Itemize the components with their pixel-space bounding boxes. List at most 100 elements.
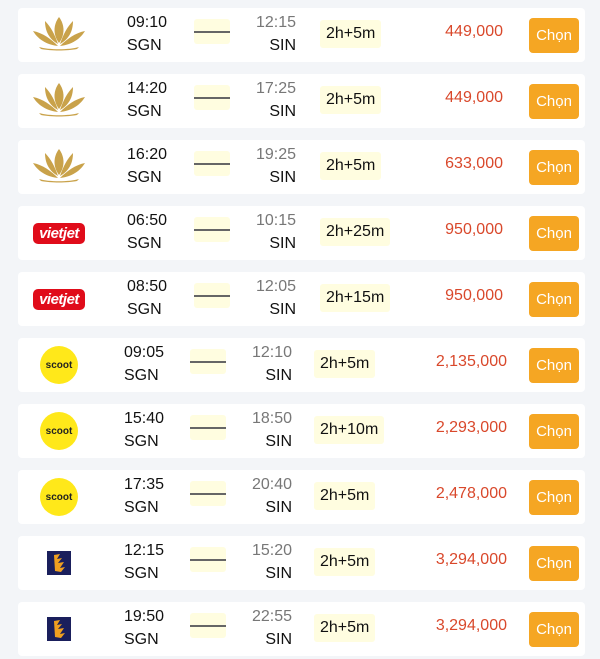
scoot-logo: scoot xyxy=(40,478,78,516)
departure: 15:40 SGN xyxy=(124,407,164,453)
arrival-time: 12:15 xyxy=(255,14,296,31)
flight-row: scoot 17:35 SGN 20:40 SIN 2h+5m 2,478,000 Chọn xyxy=(18,470,585,524)
departure-time: 06:50 xyxy=(127,212,168,229)
airline-logo: vietjet xyxy=(28,206,90,260)
arrival-time: 20:40 xyxy=(251,476,292,493)
duration: 2h+5m xyxy=(314,614,376,642)
price: 950,000 xyxy=(445,221,503,238)
duration: 2h+5m xyxy=(314,482,376,510)
arrival-time: 15:20 xyxy=(251,542,292,559)
airline-logo xyxy=(28,8,90,62)
arrival-airport: SIN xyxy=(269,103,296,120)
departure-airport: SGN xyxy=(124,433,159,450)
departure-airport: SGN xyxy=(127,169,162,186)
duration: 2h+5m xyxy=(320,86,382,114)
arrival-airport: SIN xyxy=(269,37,296,54)
arrival-airport: SIN xyxy=(265,565,292,582)
flight-row: 14:20 SGN 17:25 SIN 2h+5m 449,000 Chọn xyxy=(18,74,585,128)
airline-logo xyxy=(28,74,90,128)
arrival-time: 17:25 xyxy=(255,80,296,97)
departure-airport: SGN xyxy=(124,499,159,516)
departure-airport: SGN xyxy=(127,235,162,252)
route-line-icon xyxy=(194,151,230,176)
select-flight-button[interactable]: Chọn xyxy=(529,612,579,647)
select-flight-button[interactable]: Chọn xyxy=(529,84,579,119)
arrival: 20:40 SIN xyxy=(252,473,292,519)
duration: 2h+5m xyxy=(320,152,382,180)
vietnam-airlines-logo xyxy=(31,81,87,122)
airline-logo xyxy=(28,536,90,590)
departure-time: 14:20 xyxy=(127,80,168,97)
duration: 2h+10m xyxy=(314,416,385,444)
singapore-airlines-logo xyxy=(47,551,71,575)
flight-row: 12:15 SGN 15:20 SIN 2h+5m 3,294,000 Chọn xyxy=(18,536,585,590)
select-flight-button[interactable]: Chọn xyxy=(529,546,579,581)
departure: 06:50 SGN xyxy=(127,209,167,255)
route-line-icon xyxy=(190,547,226,572)
route-line-icon xyxy=(194,217,230,242)
arrival-time: 18:50 xyxy=(251,410,292,427)
price: 3,294,000 xyxy=(435,551,507,568)
airline-logo xyxy=(28,602,90,656)
select-flight-button[interactable]: Chọn xyxy=(529,216,579,251)
select-flight-button[interactable]: Chọn xyxy=(529,480,579,515)
duration: 2h+5m xyxy=(314,350,376,378)
arrival-airport: SIN xyxy=(269,169,296,186)
flight-row: scoot 09:05 SGN 12:10 SIN 2h+5m 2,135,000 Chọn xyxy=(18,338,585,392)
vietjet-logo: vietjet xyxy=(33,288,85,310)
vietnam-airlines-logo xyxy=(31,147,87,188)
select-flight-button[interactable]: Chọn xyxy=(529,282,579,317)
arrival: 19:25 SIN xyxy=(256,143,296,189)
scoot-logo: scoot xyxy=(40,346,78,384)
departure: 14:20 SGN xyxy=(127,77,167,123)
duration: 2h+15m xyxy=(320,284,391,312)
vietjet-logo: vietjet xyxy=(33,222,85,244)
departure: 16:20 SGN xyxy=(127,143,167,189)
arrival: 12:15 SIN xyxy=(256,11,296,57)
airline-logo: vietjet xyxy=(28,272,90,326)
arrival: 18:50 SIN xyxy=(252,407,292,453)
arrival-airport: SIN xyxy=(265,499,292,516)
arrival-airport: SIN xyxy=(265,631,292,648)
departure-time: 09:10 xyxy=(127,14,168,31)
select-flight-button[interactable]: Chọn xyxy=(529,150,579,185)
select-flight-button[interactable]: Chọn xyxy=(529,18,579,53)
vietnam-airlines-logo xyxy=(31,15,87,56)
price: 3,294,000 xyxy=(435,617,507,634)
departure-time: 08:50 xyxy=(127,278,168,295)
select-flight-button[interactable]: Chọn xyxy=(529,348,579,383)
arrival: 12:05 SIN xyxy=(256,275,296,321)
airline-logo: scoot xyxy=(28,338,90,392)
arrival-airport: SIN xyxy=(265,433,292,450)
select-flight-button[interactable]: Chọn xyxy=(529,414,579,449)
singapore-airlines-logo xyxy=(47,617,71,641)
route-line-icon xyxy=(194,85,230,110)
airline-logo: scoot xyxy=(28,404,90,458)
departure-time: 09:05 xyxy=(124,344,165,361)
arrival-airport: SIN xyxy=(269,235,296,252)
departure-airport: SGN xyxy=(127,301,162,318)
arrival-airport: SIN xyxy=(269,301,296,318)
departure-airport: SGN xyxy=(127,37,162,54)
duration: 2h+5m xyxy=(320,20,382,48)
departure-airport: SGN xyxy=(127,103,162,120)
flight-row: vietjet 06:50 SGN 10:15 SIN 2h+25m 950,000 Chọn xyxy=(18,206,585,260)
scoot-logo: scoot xyxy=(40,412,78,450)
duration: 2h+5m xyxy=(314,548,376,576)
departure: 08:50 SGN xyxy=(127,275,167,321)
price: 2,478,000 xyxy=(435,485,507,502)
arrival-airport: SIN xyxy=(265,367,292,384)
arrival-time: 10:15 xyxy=(255,212,296,229)
departure: 12:15 SGN xyxy=(124,539,164,585)
departure: 19:50 SGN xyxy=(124,605,164,651)
airline-logo: scoot xyxy=(28,470,90,524)
flight-row: scoot 15:40 SGN 18:50 SIN 2h+10m 2,293,000 Chọn xyxy=(18,404,585,458)
route-line-icon xyxy=(190,481,226,506)
departure-airport: SGN xyxy=(124,565,159,582)
departure: 09:05 SGN xyxy=(124,341,164,387)
arrival-time: 19:25 xyxy=(255,146,296,163)
flight-row: 19:50 SGN 22:55 SIN 2h+5m 3,294,000 Chọn xyxy=(18,602,585,656)
departure-time: 15:40 xyxy=(124,410,165,427)
arrival: 15:20 SIN xyxy=(252,539,292,585)
arrival-time: 12:10 xyxy=(251,344,292,361)
